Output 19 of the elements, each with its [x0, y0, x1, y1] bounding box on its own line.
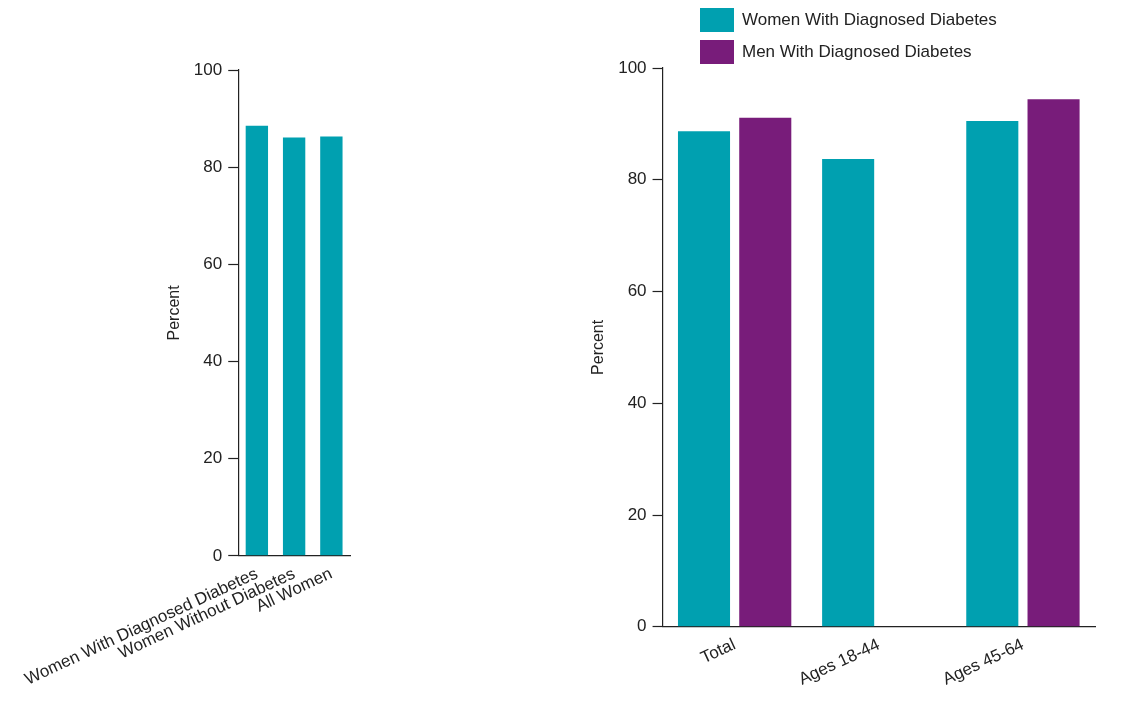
y-tick-label: 0 — [212, 545, 223, 565]
y-tick-label: 40 — [627, 392, 647, 412]
y-tick-label: 60 — [627, 281, 647, 301]
x-tick-label: Ages 45-64 — [939, 634, 1027, 689]
y-tick-label: 100 — [193, 59, 223, 79]
y-axis-title: Percent — [164, 284, 182, 341]
y-tick-label: 100 — [618, 57, 647, 77]
legend-label: Men With Diagnosed Diabetes — [742, 42, 972, 62]
y-tick-label: 0 — [637, 616, 647, 636]
y-tick-label: 80 — [627, 169, 647, 189]
legend-label: Women With Diagnosed Diabetes — [742, 10, 997, 30]
y-tick-label: 80 — [203, 156, 223, 176]
y-tick-label: 20 — [203, 448, 223, 468]
x-tick-label: Total — [697, 634, 739, 668]
y-axis-title: Percent — [589, 319, 607, 375]
y-tick-label: 40 — [203, 351, 223, 371]
y-tick-label: 20 — [627, 504, 647, 524]
y-tick-label: 60 — [203, 254, 223, 274]
x-tick-label: Ages 18-44 — [795, 634, 883, 689]
